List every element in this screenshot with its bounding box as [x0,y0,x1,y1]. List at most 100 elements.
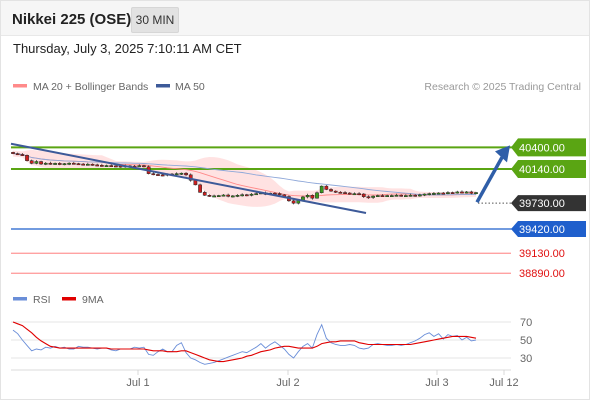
candle-body [413,194,418,197]
candle-body [53,163,57,165]
resistance-label-tag [511,138,586,157]
candle-body [366,196,371,199]
resistance-level-value: 40140.00 [519,164,565,176]
candle-body [375,195,380,197]
candle-body [100,165,104,167]
candle-body [235,195,240,197]
candle-body [310,195,315,199]
rsi-panel: 70 50 30 [11,317,532,365]
rsi-ma-legend-label: 9MA [82,294,104,306]
candle-body [212,195,216,198]
candle-body [418,194,422,197]
candle-body [67,162,71,165]
candle-body [436,192,441,195]
candlesticks-layer [11,151,478,205]
bollinger-legend-label: MA 20 + Bollinger Bands [33,81,148,93]
candle-body [29,160,34,164]
trendline [10,142,367,214]
research-credit: Research © 2025 Trading Central [424,81,581,93]
candle-body [11,152,15,154]
forecast-arrow-shaft [475,156,504,204]
candle-body [254,193,259,196]
candle-body [361,193,366,197]
rsi-legend-label: RSI [33,294,51,306]
candle-body [291,200,296,204]
candle-body [460,191,464,194]
candle-body [76,163,81,166]
candle-body [249,193,254,196]
candle-body [198,184,202,193]
candle-body [343,192,347,194]
ma50-line [12,153,477,196]
candle-body [422,193,427,196]
bollinger-band [13,149,476,207]
candle-body [432,193,436,195]
candle-body [216,195,221,197]
candle-body [427,193,432,196]
candle-body [408,194,413,197]
candle-body [394,194,399,197]
candle-body [244,194,249,197]
candle-body [305,195,310,198]
candle-body [324,185,329,190]
candle-body [114,165,118,168]
candle-body [174,173,179,176]
support-level-value: 38890.00 [519,268,565,280]
trendline-layer [10,142,510,214]
candle-body [240,194,245,197]
candle-body [202,192,207,196]
candle-body [277,193,282,196]
current-price-tag [511,195,586,212]
interval-button[interactable]: 30 MIN [131,7,179,33]
pivot-label-tag [511,221,586,237]
header-bar: Nikkei 225 (OSE) 30 MIN [1,1,589,36]
time-tick-label: Jul 2 [276,377,299,389]
candle-body [333,190,338,193]
candle-body [34,161,39,164]
current-price-value: 39730.00 [519,198,565,210]
candle-body [371,195,375,198]
support-level-value: 39130.00 [519,248,565,260]
candle-body [469,191,474,194]
rsi-ma-legend-swatch [62,297,76,301]
candle-body [20,154,25,156]
candle-body [380,195,385,197]
candle-body [347,192,352,195]
rsi-ma-line [12,321,477,363]
resistance-level-value: 40400.00 [519,142,565,154]
candle-body [319,185,324,194]
candle-body [95,164,100,167]
candle-body [403,195,408,197]
candle-body [207,195,212,197]
candle-body [160,174,165,177]
candle-body [329,189,333,192]
ma50-legend-swatch [156,84,170,88]
resistance-label-tag [511,160,586,179]
time-axis: Jul 1 Jul 2 Jul 3 Jul 12 [11,369,519,389]
candle-body [221,194,226,197]
ma50-legend-label: MA 50 [175,81,205,93]
candle-body [137,165,142,168]
time-tick-label: Jul 1 [126,377,149,389]
time-tick-label: Jul 3 [425,377,448,389]
rsi-tick-label: 70 [520,317,532,329]
candle-body [90,163,95,166]
price-levels-layer [11,146,586,274]
candle-body [389,195,394,197]
candle-body [142,165,146,168]
bollinger-legend-swatch [13,84,27,88]
candle-body [48,162,53,165]
rsi-legend-swatch [13,297,27,301]
rsi-tick-label: 50 [520,335,532,347]
instrument-title: Nikkei 225 (OSE) [12,11,132,28]
candle-body [385,195,389,197]
time-tick-label: Jul 12 [489,377,518,389]
rsi-tick-label: 30 [520,353,532,365]
candle-body [109,165,114,167]
candle-body [85,163,90,166]
level-labels-layer: 40400.00 40140.00 39730.00 39420.00 39130.00… [511,138,586,280]
candle-body [43,162,48,165]
bollinger-band-layer [13,149,476,207]
candle-body [81,163,86,166]
